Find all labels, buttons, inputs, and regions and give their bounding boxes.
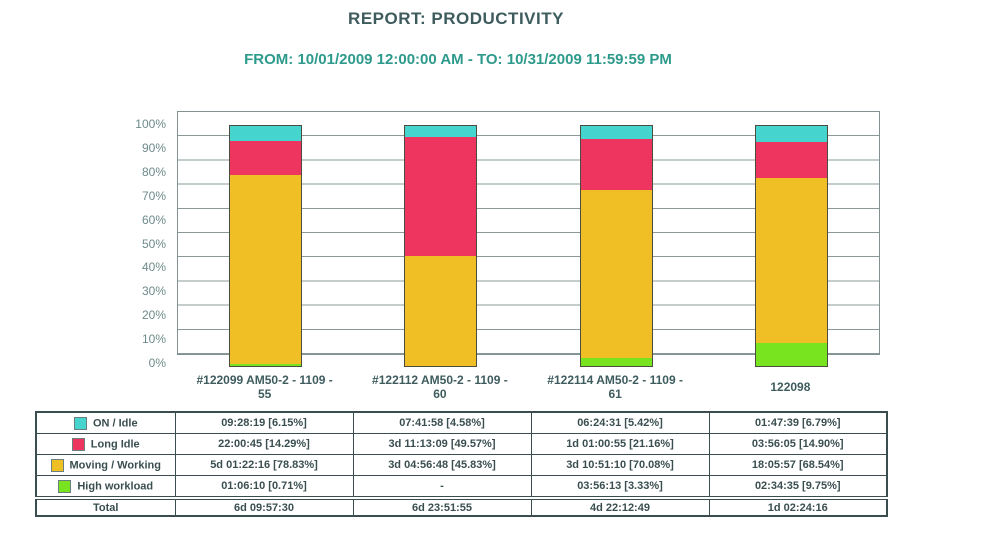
bar-segment-on-idle	[405, 126, 477, 137]
bar-segment-long-idle	[755, 142, 827, 179]
y-axis-label: 20%	[141, 308, 166, 323]
category-label-3: #122114 AM50-2 - 1109 - 61	[528, 372, 703, 402]
bar-segment-moving-working	[755, 178, 827, 343]
row-label: ON / Idle	[92, 416, 138, 429]
on-idle-swatch	[73, 416, 87, 430]
total-value: 6d 09:57:30	[174, 496, 354, 517]
category-label-1: #122099 AM50-2 - 1109 - 55	[177, 372, 352, 402]
table-row-long-idle: Long Idle 22:00:45 [14.29%] 3d 11:13:09 …	[35, 433, 888, 455]
bar-segment-high-workload	[580, 357, 652, 366]
report-period: FROM: 10/01/2009 12:00:00 AM - TO: 10/31…	[244, 51, 672, 68]
cell-value: 07:41:58 [4.58%]	[352, 411, 532, 434]
long-idle-swatch	[71, 437, 85, 451]
bar-segment-long-idle	[230, 140, 302, 176]
category-label-line: #122099 AM50-2 - 1109 -	[196, 373, 333, 387]
cell-value: 01:47:39 [6.79%]	[708, 411, 888, 434]
cell-value: 18:05:57 [68.54%]	[708, 454, 888, 476]
table-row-moving-working: Moving / Working 5d 01:22:16 [78.83%] 3d…	[35, 454, 888, 476]
total-label: Total	[35, 496, 176, 517]
category-label-line: 61	[608, 387, 622, 401]
cell-value: 22:00:45 [14.29%]	[174, 433, 354, 455]
row-label: High workload	[77, 479, 154, 492]
category-label-4: 122098	[703, 372, 878, 402]
y-axis: 100% 90% 80% 70% 60% 50% 40% 30% 20% 10% 0%	[0, 111, 166, 381]
cell-value: 3d 11:13:09 [49.57%]	[352, 433, 532, 455]
cell-value: 5d 01:22:16 [78.83%]	[174, 454, 354, 476]
cell-value: 1d 01:00:55 [21.16%]	[530, 433, 710, 455]
cell-value: 03:56:13 [3.33%]	[530, 475, 710, 499]
table-row-on-idle: ON / Idle 09:28:19 [6.15%] 07:41:58 [4.5…	[35, 411, 888, 434]
y-axis-label: 50%	[141, 236, 166, 251]
category-label-line: 122098	[770, 380, 811, 394]
cell-value: 06:24:31 [5.42%]	[530, 411, 710, 434]
bar-segment-on-idle	[755, 126, 827, 143]
total-value: 6d 23:51:55	[352, 496, 532, 517]
y-axis-label: 80%	[141, 164, 166, 179]
x-axis-labels: #122099 AM50-2 - 1109 - 55 #122112 AM50-…	[177, 372, 878, 402]
category-label-2: #122112 AM50-2 - 1109 - 60	[352, 372, 527, 402]
total-value: 1d 02:24:16	[708, 496, 888, 517]
table-row-total: Total 6d 09:57:30 6d 23:51:55 4d 22:12:4…	[35, 496, 888, 517]
high-workload-swatch	[58, 479, 72, 493]
bar-segment-long-idle	[580, 139, 652, 190]
y-axis-label: 60%	[141, 212, 166, 227]
bar-segment-moving-working	[580, 189, 652, 358]
y-axis-label: 90%	[141, 140, 166, 155]
y-axis-label: 100%	[135, 117, 166, 131]
stacked-bar-3	[579, 125, 653, 367]
moving-working-swatch	[50, 458, 64, 472]
stacked-bar-1	[229, 125, 303, 367]
cell-value: 3d 04:56:48 [45.83%]	[352, 454, 532, 476]
bar-segment-long-idle	[405, 136, 477, 256]
y-axis-label: 30%	[141, 284, 166, 299]
cell-value: 02:34:35 [9.75%]	[708, 475, 888, 499]
table-row-high-workload: High workload 01:06:10 [0.71%] - 03:56:1…	[35, 475, 888, 499]
category-label-line: #122114 AM50-2 - 1109 -	[547, 373, 683, 387]
report-title: REPORT: PRODUCTIVITY	[348, 9, 564, 28]
stacked-bar-2	[404, 125, 478, 367]
bar-segment-on-idle	[580, 126, 652, 139]
cell-value: -	[352, 475, 532, 499]
cell-value: 01:06:10 [0.71%]	[174, 475, 354, 499]
cell-value: 09:28:19 [6.15%]	[174, 411, 354, 434]
row-label: Moving / Working	[69, 458, 161, 471]
total-value: 4d 22:12:49	[530, 496, 710, 517]
y-axis-label: 0%	[148, 356, 166, 370]
category-label-line: 55	[257, 387, 272, 401]
stacked-bar-4	[754, 125, 828, 367]
category-label-line: 60	[433, 387, 447, 401]
cell-value: 03:56:05 [14.90%]	[708, 433, 888, 455]
bar-segment-moving-working	[230, 175, 302, 365]
bar-segment-high-workload	[230, 364, 302, 366]
bar-segment-moving-working	[405, 255, 477, 366]
category-label-line: #122112 AM50-2 - 1109 -	[372, 373, 508, 387]
bar-segment-high-workload	[755, 342, 827, 366]
y-axis-label: 10%	[141, 332, 166, 347]
cell-value: 3d 10:51:10 [70.08%]	[530, 454, 710, 476]
plot-area	[177, 111, 880, 367]
y-axis-label: 70%	[141, 188, 166, 203]
summary-table: ON / Idle 09:28:19 [6.15%] 07:41:58 [4.5…	[35, 411, 888, 517]
bar-segment-on-idle	[230, 126, 302, 141]
y-axis-label: 40%	[141, 260, 166, 275]
row-label: Long Idle	[90, 437, 140, 450]
